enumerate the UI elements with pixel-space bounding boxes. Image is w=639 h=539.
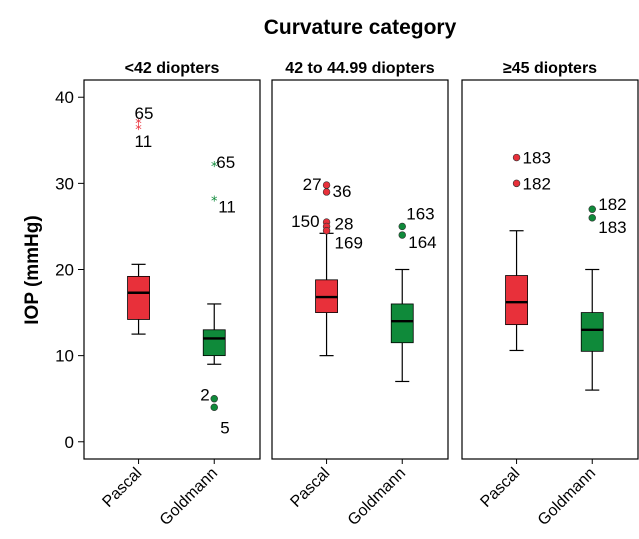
outlier-star: * xyxy=(211,195,218,210)
chart-title: Curvature category xyxy=(264,16,457,39)
x-tick-label: Goldmann xyxy=(345,465,409,529)
outlier-id-label: 65 xyxy=(135,104,154,123)
panel-strip-label: <42 diopters xyxy=(125,60,220,77)
outlier-point xyxy=(322,181,331,189)
outlier-id-label: 150 xyxy=(291,212,319,231)
outlier-id-label: 28 xyxy=(335,214,354,233)
outlier-id-label: 11 xyxy=(135,132,153,151)
outlier-id-label: 183 xyxy=(598,218,626,237)
box-goldmann xyxy=(580,205,604,391)
iqr-box xyxy=(127,275,150,320)
outlier-star: * xyxy=(211,160,218,175)
panel-strip-label: 42 to 44.99 diopters xyxy=(285,60,434,77)
y-tick-label: 30 xyxy=(55,174,74,193)
outlier-point xyxy=(512,153,521,162)
box-goldmann: ** xyxy=(202,160,226,412)
y-tick-label: 10 xyxy=(55,347,74,366)
box-pascal: ** xyxy=(127,117,150,335)
outlier-point xyxy=(322,188,331,196)
iqr-box xyxy=(390,303,414,344)
panel-frame xyxy=(83,79,261,460)
y-tick-label: 0 xyxy=(65,433,74,452)
iqr-box xyxy=(202,329,226,357)
outlier-id-label: 164 xyxy=(408,233,436,252)
outlier-id-label: 5 xyxy=(220,418,229,437)
outlier-id-label: 65 xyxy=(216,153,235,172)
outlier-point xyxy=(398,231,406,239)
outlier-id-label: 11 xyxy=(218,198,236,217)
panel-frame xyxy=(461,79,639,460)
outlier-id-label: 36 xyxy=(333,182,352,201)
panel-frame xyxy=(271,79,449,460)
outlier-point xyxy=(512,179,521,188)
x-tick-label: Goldmann xyxy=(157,465,221,529)
panel-lt42-diopters: <42 diopters****Pascal Goldmann xyxy=(83,60,261,529)
outlier-point xyxy=(398,222,406,231)
x-tick-label: Pascal xyxy=(287,465,333,511)
outlier-star: * xyxy=(135,123,142,138)
box-pascal xyxy=(505,153,528,352)
panel-42-to-44-99-diopters: 42 to 44.99 diopters Pascal Goldmann xyxy=(271,60,449,529)
y-axis-label: IOP (mmHg) xyxy=(22,215,43,324)
outlier-id-label: 182 xyxy=(598,195,626,214)
x-tick-label: Pascal xyxy=(99,465,145,511)
outlier-id-label: 163 xyxy=(406,204,434,223)
outlier-point xyxy=(210,403,218,412)
y-tick-label: 40 xyxy=(55,88,74,107)
y-axis: 0 10 20 30 40 xyxy=(55,88,84,452)
outlier-id-label: 169 xyxy=(335,234,363,253)
panel-gte45-diopters: ≥45 diopters Pascal Goldmann xyxy=(461,60,639,529)
box-goldmann xyxy=(390,222,414,383)
outlier-id-label: 182 xyxy=(523,174,551,193)
outlier-id-label: 183 xyxy=(523,149,551,168)
panel-strip-label: ≥45 diopters xyxy=(503,60,597,77)
outlier-point xyxy=(588,214,596,222)
outlier-point xyxy=(210,395,218,403)
x-tick-label: Goldmann xyxy=(535,465,599,529)
outlier-point xyxy=(322,227,331,235)
iqr-box xyxy=(580,312,604,352)
outlier-id-label: 2 xyxy=(200,386,209,405)
outlier-star: * xyxy=(135,117,142,132)
box-pascal xyxy=(315,181,338,357)
outlier-id-label: 27 xyxy=(303,175,322,194)
outlier-point xyxy=(588,205,596,213)
x-tick-label: Pascal xyxy=(477,465,523,511)
y-tick-label: 20 xyxy=(55,261,74,280)
iqr-box xyxy=(505,275,528,326)
